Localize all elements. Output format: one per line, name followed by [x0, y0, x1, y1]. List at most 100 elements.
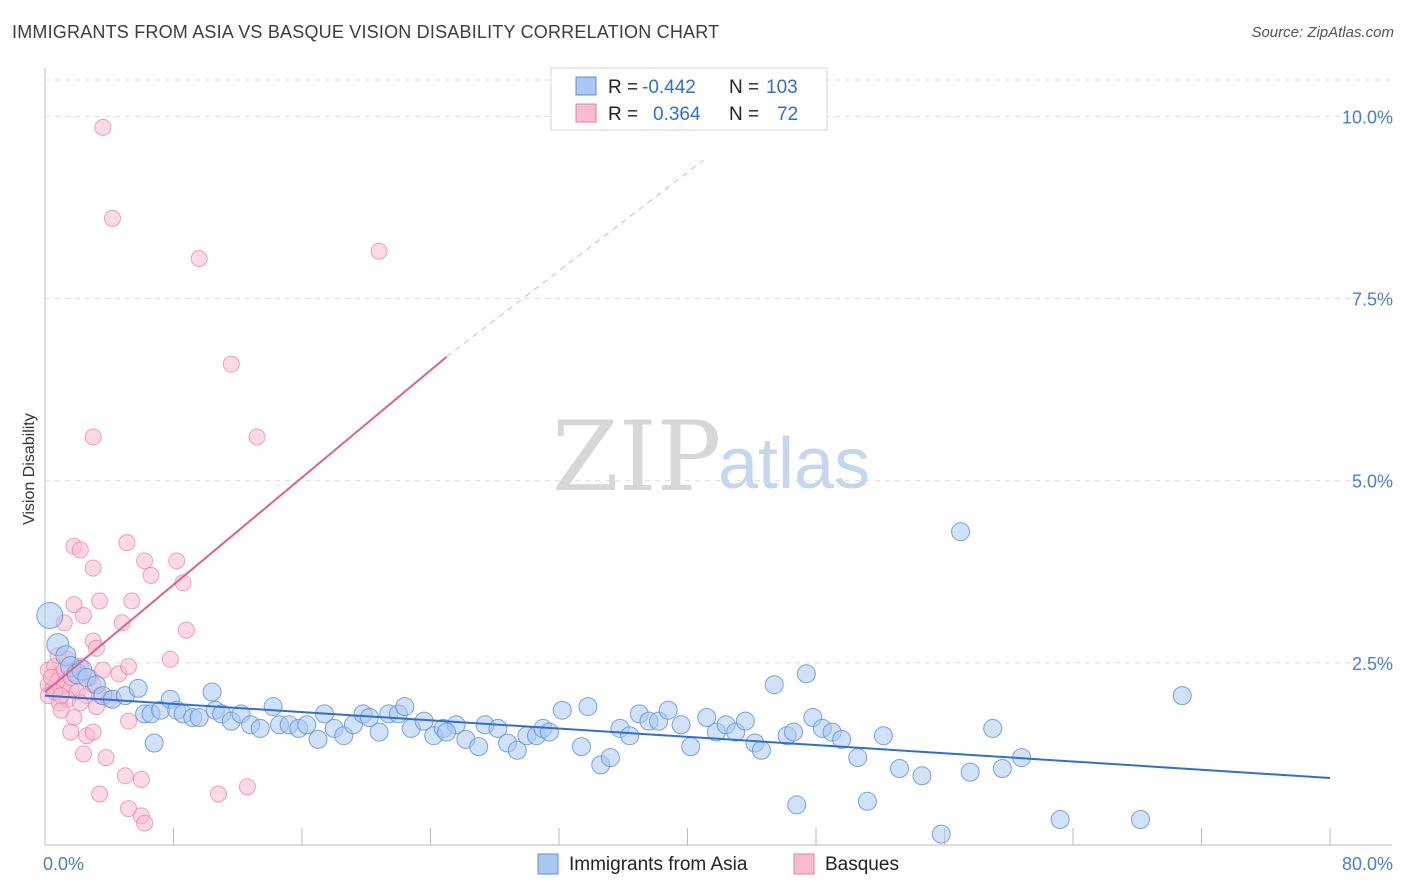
- asia-point: [437, 722, 457, 742]
- legend-r-value-pink: 0.364: [653, 104, 701, 125]
- basques-point: [248, 428, 266, 446]
- asia-point: [931, 824, 951, 844]
- basques-point: [120, 800, 138, 818]
- basques-point: [71, 541, 89, 559]
- asia-point: [960, 762, 980, 782]
- legend-swatch-blue: [575, 76, 597, 96]
- tick-labels: 2.5% 5.0% 7.5% 10.0% 0.0% 80.0%: [43, 107, 1393, 874]
- asia-point: [857, 791, 877, 811]
- basques-point: [209, 785, 227, 803]
- asia-point: [784, 722, 804, 742]
- asia-point: [890, 759, 910, 778]
- basques-point: [136, 814, 154, 832]
- source-credit: Source: ZipAtlas.com: [1251, 24, 1394, 41]
- bottom-legend-label-basques: Basques: [825, 854, 899, 875]
- basques-point: [113, 614, 131, 632]
- basques-point: [120, 658, 138, 675]
- chart-title: IMMIGRANTS FROM ASIA VS BASQUE VISION DI…: [12, 22, 720, 42]
- asia-point: [578, 697, 598, 717]
- asia-point: [202, 682, 222, 702]
- bottom-legend-swatch-blue: [537, 853, 559, 875]
- asia-point: [552, 700, 572, 720]
- asia-point: [787, 795, 807, 815]
- asia-point: [571, 737, 591, 757]
- asia-point: [912, 766, 932, 786]
- asia-point: [983, 718, 1003, 738]
- asia-point: [796, 664, 816, 684]
- legend-box: [550, 67, 828, 131]
- asia-point: [539, 722, 559, 742]
- bottom-legend-swatch-pink: [793, 853, 815, 875]
- asia-point: [36, 602, 64, 629]
- asia-point: [507, 740, 527, 760]
- legend-n-label-blue: N =: [729, 77, 759, 98]
- asia-point: [620, 726, 640, 746]
- basques-point: [84, 723, 102, 741]
- basques-point: [116, 767, 134, 785]
- basques-point: [103, 209, 121, 227]
- asia-point: [832, 729, 852, 749]
- basques-point: [91, 785, 109, 803]
- basques-trend-line: [44, 356, 448, 693]
- asia-point: [658, 700, 678, 720]
- basques-point: [161, 650, 179, 668]
- asia-point: [308, 729, 328, 749]
- asia-point: [1130, 810, 1150, 829]
- legend-swatch-pink: [575, 103, 597, 123]
- asia-point: [297, 715, 317, 735]
- trend-lines: [44, 159, 1331, 779]
- bottom-legend-label-asia: Immigrants from Asia: [569, 854, 748, 875]
- basques-point: [94, 118, 112, 136]
- asia-point: [951, 522, 971, 542]
- series-legend: Immigrants from Asia Basques: [537, 853, 899, 875]
- grid-lines: [45, 79, 1392, 664]
- asia-point: [735, 711, 755, 731]
- y-tick-label: 2.5%: [1352, 654, 1393, 674]
- asia-point: [681, 737, 701, 757]
- basques-point: [65, 596, 83, 614]
- asia-point: [751, 740, 771, 760]
- basques-point: [118, 534, 136, 552]
- basques-point: [75, 745, 93, 763]
- asia-point: [128, 678, 148, 698]
- watermark-atlas: atlas: [718, 424, 870, 504]
- asia-point: [263, 697, 283, 717]
- basques-point: [75, 607, 93, 624]
- legend-r-label-blue: R =: [608, 77, 638, 98]
- legend-n-label-pink: N =: [729, 104, 759, 125]
- y-tick-label: 10.0%: [1342, 107, 1393, 127]
- basques-trend-extension: [446, 159, 704, 358]
- basques-point: [132, 770, 150, 788]
- x-tick-label-min: 0.0%: [43, 854, 84, 874]
- asia-point: [697, 708, 717, 727]
- y-axis-label: Vision Disability: [21, 413, 38, 525]
- y-tick-label: 7.5%: [1352, 290, 1393, 310]
- basques-point: [84, 559, 102, 577]
- legend-n-value-pink: 72: [777, 104, 798, 125]
- basques-point: [370, 242, 388, 260]
- basques-point: [142, 566, 160, 584]
- y-tick-label: 5.0%: [1352, 472, 1393, 492]
- x-tick-label-max: 80.0%: [1342, 854, 1393, 874]
- basques-point: [190, 250, 208, 267]
- basques-point: [91, 592, 109, 610]
- asia-point: [764, 675, 784, 695]
- axes: [44, 68, 1392, 846]
- asia-point: [369, 722, 389, 742]
- asia-point: [144, 733, 164, 753]
- legend-n-value-blue: 103: [766, 77, 798, 98]
- basques-point: [168, 552, 186, 570]
- watermark: ZIP atlas: [552, 401, 870, 513]
- asia-point: [1050, 810, 1070, 829]
- basques-point: [238, 778, 256, 796]
- asia-point: [848, 748, 868, 768]
- basques-point: [120, 712, 138, 730]
- asia-point: [395, 697, 415, 717]
- basques-point: [136, 552, 154, 570]
- asia-point: [873, 726, 893, 746]
- asia-point: [469, 737, 489, 757]
- asia-point: [189, 708, 209, 727]
- basques-point: [62, 723, 80, 741]
- asia-point: [992, 759, 1012, 778]
